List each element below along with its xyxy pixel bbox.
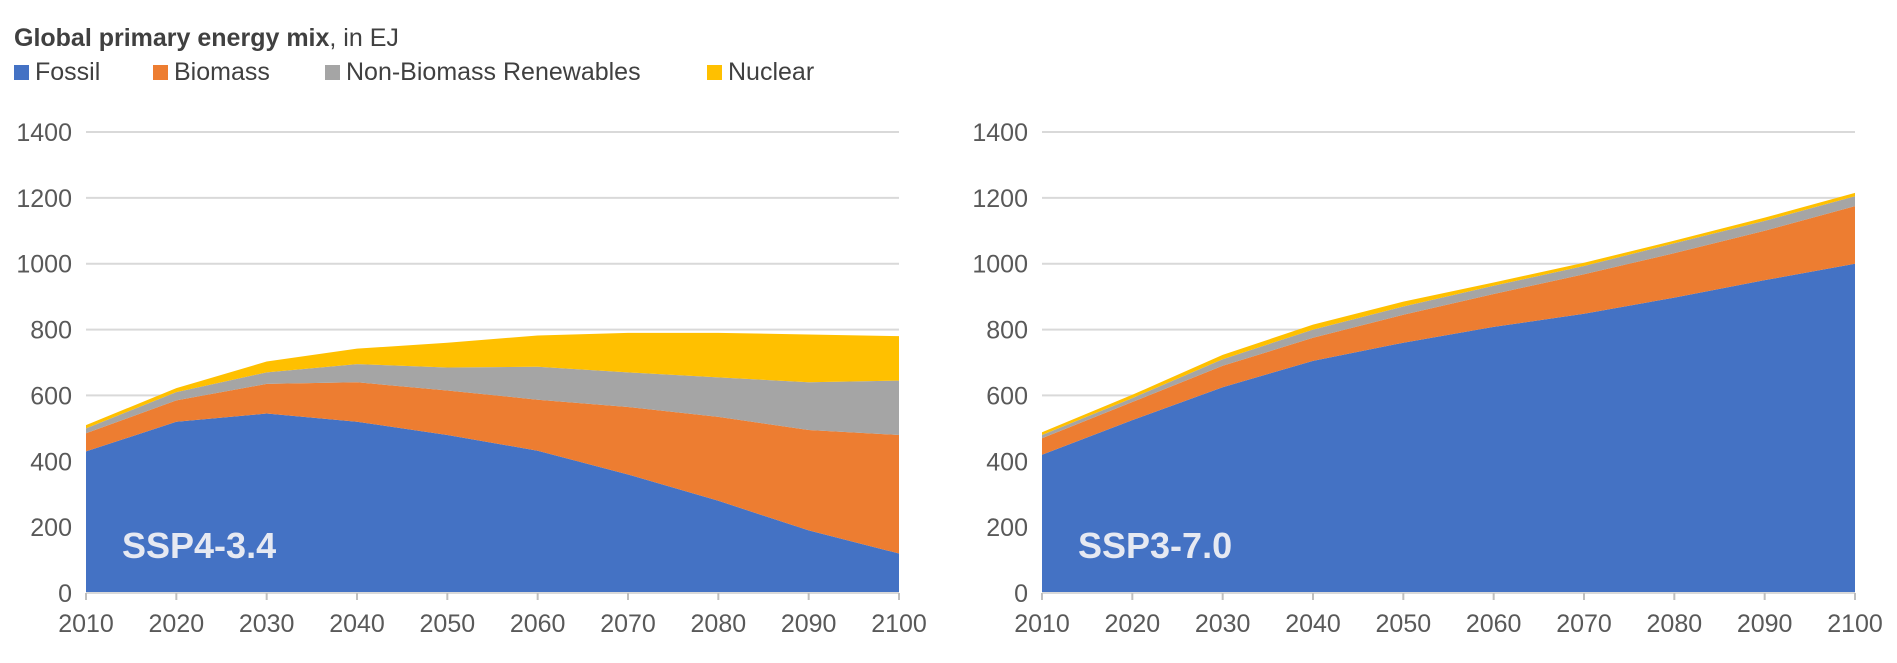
legend-label-non-biomass-renewables: Non-Biomass Renewables bbox=[346, 58, 641, 86]
legend-item-non-biomass-renewables: Non-Biomass Renewables bbox=[325, 58, 641, 87]
y-tick-label: 600 bbox=[30, 382, 72, 410]
legend-swatch-non-biomass-renewables bbox=[325, 65, 340, 80]
chart-panel-ssp4-3-4: 0 200 400 600 800 1000 1200 1400 2010 2020 2030 204… bbox=[16, 119, 926, 638]
x-tick-label: 2030 bbox=[1195, 610, 1251, 638]
x-tick-label: 2010 bbox=[58, 610, 114, 638]
area-biomass bbox=[86, 382, 899, 554]
x-tick-label: 2030 bbox=[239, 610, 295, 638]
y-tick-label: 400 bbox=[30, 448, 72, 476]
area-nuclear bbox=[86, 332, 899, 429]
legend-swatch-nuclear bbox=[707, 65, 722, 80]
y-tick-label: 200 bbox=[30, 514, 72, 542]
x-tick-label: 2010 bbox=[1014, 610, 1070, 638]
legend-swatch-biomass bbox=[153, 65, 168, 80]
area-nuclear bbox=[1042, 192, 1855, 435]
x-tick-label: 2020 bbox=[1105, 610, 1161, 638]
legend-swatch-fossil bbox=[14, 65, 29, 80]
x-tick-label: 2060 bbox=[1466, 610, 1522, 638]
chart-title: Global primary energy mix, in EJ bbox=[14, 24, 399, 53]
x-tick-label: 2040 bbox=[1285, 610, 1341, 638]
chart-title-bold: Global primary energy mix bbox=[14, 24, 330, 52]
y-tick-label: 600 bbox=[986, 382, 1028, 410]
legend-label-fossil: Fossil bbox=[35, 58, 101, 86]
y-tick-label: 800 bbox=[986, 317, 1028, 345]
x-tick-label: 2090 bbox=[781, 610, 837, 638]
x-tick-label: 2050 bbox=[1376, 610, 1432, 638]
x-tick-label: 2070 bbox=[1556, 610, 1612, 638]
legend-label-nuclear: Nuclear bbox=[728, 58, 815, 86]
x-tick-label: 2080 bbox=[691, 610, 747, 638]
y-tick-label: 0 bbox=[58, 580, 72, 608]
y-tick-label: 1400 bbox=[16, 119, 72, 147]
x-tick-label: 2080 bbox=[1647, 610, 1703, 638]
area-biomass bbox=[1042, 206, 1855, 455]
chart-title-unit: , in EJ bbox=[329, 24, 399, 52]
y-tick-label: 800 bbox=[30, 317, 72, 345]
x-tick-label: 2090 bbox=[1737, 610, 1793, 638]
legend-label-biomass: Biomass bbox=[174, 58, 270, 86]
x-tick-label: 2040 bbox=[329, 610, 385, 638]
y-tick-label: 0 bbox=[1014, 580, 1028, 608]
y-tick-label: 1000 bbox=[972, 251, 1028, 279]
area-non-biomass-renewables bbox=[86, 364, 899, 435]
legend-item-biomass: Biomass bbox=[153, 58, 270, 87]
legend-item-fossil: Fossil bbox=[14, 58, 100, 87]
area-fossil bbox=[1042, 263, 1855, 593]
x-tick-label: 2060 bbox=[510, 610, 566, 638]
chart-panel-ssp3-7-0: 0 200 400 600 800 1000 1200 1400 2010 2020 2030 204… bbox=[972, 119, 1882, 638]
y-tick-label: 1200 bbox=[972, 185, 1028, 213]
area-non-biomass-renewables bbox=[1042, 196, 1855, 439]
scenario-label: SSP3-7.0 bbox=[1078, 525, 1232, 566]
x-tick-label: 2020 bbox=[149, 610, 205, 638]
x-tick-label: 2100 bbox=[1827, 610, 1883, 638]
area-fossil bbox=[86, 413, 899, 593]
y-tick-label: 1400 bbox=[972, 119, 1028, 147]
legend-item-nuclear: Nuclear bbox=[707, 58, 814, 87]
scenario-label: SSP4-3.4 bbox=[122, 525, 276, 566]
x-tick-label: 2100 bbox=[871, 610, 927, 638]
x-tick-label: 2050 bbox=[420, 610, 476, 638]
x-tick-label: 2070 bbox=[600, 610, 656, 638]
y-tick-label: 200 bbox=[986, 514, 1028, 542]
y-tick-label: 1200 bbox=[16, 185, 72, 213]
y-tick-label: 400 bbox=[986, 448, 1028, 476]
y-tick-label: 1000 bbox=[16, 251, 72, 279]
